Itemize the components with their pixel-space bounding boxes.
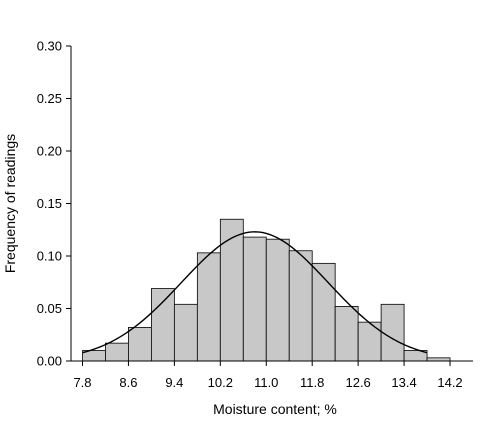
x-tick-label-8: 14.2 [437,375,462,390]
y-axis-label: Frequency of readings [2,134,18,273]
y-tick-label-2: 0.10 [37,249,62,264]
histogram-bar-13 [380,303,405,362]
x-axis-label: Moisture content; % [213,401,337,417]
histogram-bar-1 [105,342,129,362]
x-tick-label-7: 13.4 [391,375,416,390]
x-tick-label-6: 12.6 [345,375,370,390]
x-tick-label-0: 7.8 [73,375,91,390]
histogram-bar-2 [128,326,152,362]
y-tick-label-5: 0.25 [37,91,62,106]
histogram-bar-9 [288,250,313,362]
x-axis-ticks: 7.8 8.6 9.4 10.2 11.0 11.8 12.6 13.4 14.2 [73,361,463,390]
y-tick-label-0: 0.00 [37,354,62,369]
histogram-bar-7 [242,236,267,362]
bars-layer [82,218,451,362]
histogram-bar-5 [196,252,221,362]
histogram-bar-11 [334,305,359,362]
histogram-bar-3 [150,288,175,362]
x-tick-label-1: 8.6 [119,375,137,390]
normal-fit-curve [82,231,428,354]
y-tick-label-6: 0.30 [37,39,62,54]
histogram-bar-12 [357,321,382,362]
y-axis-ticks: 0.00 0.05 0.10 0.15 0.20 0.25 0.30 [37,39,71,369]
histogram-bar-8 [265,238,290,362]
y-tick-label-3: 0.15 [37,196,62,211]
y-tick-label-4: 0.20 [37,144,62,159]
histogram-bar-6 [219,218,244,362]
x-tick-label-2: 9.4 [165,375,183,390]
x-tick-label-3: 10.2 [208,375,233,390]
x-tick-label-4: 11.0 [254,375,278,390]
y-tick-label-1: 0.05 [37,301,62,316]
x-tick-label-5: 11.8 [300,375,324,390]
histogram-bar-4 [173,303,198,362]
